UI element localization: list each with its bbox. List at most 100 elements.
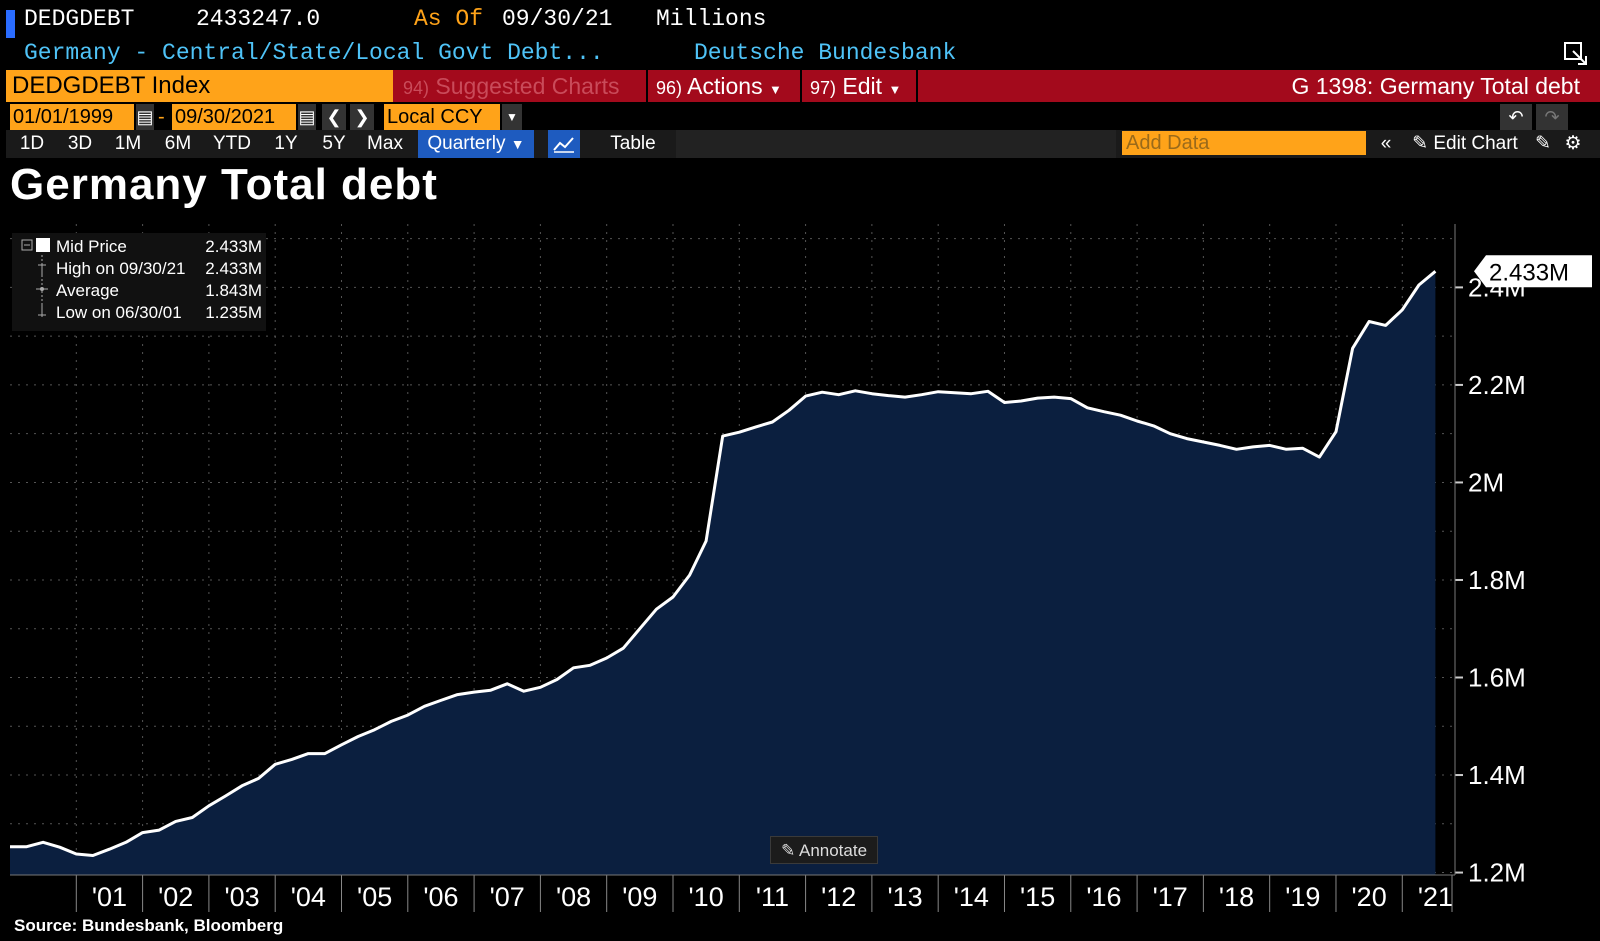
legend-label: Mid Price xyxy=(56,237,127,256)
legend-value: 2.433M xyxy=(205,259,262,278)
chevron-down-icon: ▼ xyxy=(510,136,525,152)
currency-select[interactable]: Local CCY xyxy=(384,104,500,130)
y-tick-label: 1.6M xyxy=(1468,663,1526,693)
period-1y[interactable]: 1Y xyxy=(274,133,298,154)
last-value-marker: 2.433M xyxy=(1474,255,1592,288)
calendar-icon[interactable]: ▤ xyxy=(136,104,154,130)
date-separator: - xyxy=(158,106,165,128)
legend-tree-icon xyxy=(21,238,50,319)
actions-num: 96) xyxy=(656,78,683,98)
pencil-icon: ✎ xyxy=(780,841,796,860)
x-tick-label: '20 xyxy=(1352,882,1387,912)
security-header: DEDGDEBT 2433247.0 As Of 09/30/21 Millio… xyxy=(0,4,1600,40)
x-tick-label: '07 xyxy=(490,882,525,912)
legend-value: 2.433M xyxy=(205,237,262,256)
period-1m[interactable]: 1M xyxy=(114,133,142,154)
legend-row-average: Average 1.843M xyxy=(12,281,266,302)
gear-icon[interactable]: ⚙ xyxy=(1564,133,1582,154)
toolbar-divider xyxy=(800,70,802,102)
actions-button[interactable]: 96) Actions ▼ xyxy=(656,70,796,102)
data-source-name: Deutsche Bundesbank xyxy=(694,40,957,66)
chevron-down-icon[interactable]: ▼ xyxy=(502,104,522,130)
edit-chart-icon[interactable]: ✎ xyxy=(1535,133,1551,154)
x-tick-label: '11 xyxy=(756,882,789,912)
legend-row-mid-price[interactable]: Mid Price 2.433M xyxy=(12,237,266,258)
suggested-label: Suggested Charts xyxy=(435,73,620,99)
security-description: Germany - Central/State/Local Govt Debt.… xyxy=(24,40,604,66)
units-label: Millions xyxy=(656,6,767,32)
x-tick-label: '10 xyxy=(689,882,724,912)
redo-icon[interactable]: ↷ xyxy=(1536,104,1568,130)
edit-num: 97) xyxy=(810,78,837,98)
chevron-down-icon: ▼ xyxy=(768,82,782,97)
x-tick-label: '14 xyxy=(954,882,989,912)
pencil-icon: ✎ xyxy=(1412,133,1429,154)
description-header: Germany - Central/State/Local Govt Debt.… xyxy=(0,40,1600,70)
x-tick-label: '01 xyxy=(92,882,127,912)
last-value-label: 2.433M xyxy=(1489,259,1569,286)
y-tick-label: 2.2M xyxy=(1468,370,1526,400)
annotate-button[interactable]: ✎ Annotate xyxy=(770,836,878,864)
collapse-icon[interactable]: « xyxy=(1380,133,1392,154)
x-tick-label: '03 xyxy=(224,882,259,912)
edit-label: Edit xyxy=(842,73,883,99)
frequency-label: Quarterly xyxy=(427,133,506,154)
chart-id-label: G 1398: Germany Total debt xyxy=(1291,73,1580,99)
legend-row-high: High on 09/30/21 2.433M xyxy=(12,259,266,280)
period-6m[interactable]: 6M xyxy=(164,133,192,154)
toolbar-divider xyxy=(916,70,918,102)
frequency-select[interactable]: Quarterly ▼ xyxy=(418,130,534,158)
period-1d[interactable]: 1D xyxy=(19,133,45,154)
x-tick-label: '04 xyxy=(291,882,326,912)
chevron-down-icon: ▼ xyxy=(888,82,902,97)
start-date-input[interactable]: 01/01/1999 xyxy=(10,104,134,130)
security-input[interactable]: DEDGDEBT Index xyxy=(6,70,393,102)
edit-chart-button[interactable]: ✎ Edit Chart xyxy=(1404,130,1526,158)
as-of-label: As Of xyxy=(414,6,484,32)
suggested-num: 94) xyxy=(403,78,430,98)
popout-icon[interactable] xyxy=(1562,40,1590,68)
x-tick-label: '02 xyxy=(158,882,193,912)
undo-icon[interactable]: ↶ xyxy=(1500,104,1532,130)
x-tick-label: '08 xyxy=(556,882,591,912)
as-of-date: 09/30/21 xyxy=(502,6,613,32)
period-5y[interactable]: 5Y xyxy=(322,133,346,154)
legend: Mid Price 2.433M High on 09/30/21 2.433M… xyxy=(12,233,266,331)
series-area xyxy=(10,271,1436,875)
x-tick-label: '13 xyxy=(887,882,922,912)
y-tick-label: 1.2M xyxy=(1468,858,1526,888)
x-tick-label: '15 xyxy=(1020,882,1055,912)
legend-label: High on 09/30/21 xyxy=(56,259,186,278)
x-tick-label: '05 xyxy=(357,882,392,912)
period-ytd[interactable]: YTD xyxy=(213,133,251,154)
x-axis: '01 '02 '03 '04 '05 '06 '07 '08 '09 '10 '11 '12 '13 '… xyxy=(75,875,1453,912)
series-line xyxy=(10,270,1437,857)
edit-button[interactable]: 97) Edit ▼ xyxy=(810,70,910,102)
add-data-input[interactable]: Add Data xyxy=(1122,131,1366,155)
period-max[interactable]: Max xyxy=(367,133,403,154)
x-tick-label: '21 xyxy=(1418,882,1453,912)
suggested-charts-button[interactable]: 94) Suggested Charts xyxy=(403,70,643,102)
line-chart-icon[interactable] xyxy=(548,130,580,158)
command-cursor xyxy=(6,10,15,38)
table-button[interactable]: Table xyxy=(610,133,656,154)
x-tick-label: '09 xyxy=(622,882,657,912)
prev-arrow-icon[interactable]: ❮ xyxy=(322,104,346,130)
toolbar-divider xyxy=(646,70,648,102)
last-value: 2433247.0 xyxy=(196,6,321,32)
legend-value: 1.843M xyxy=(205,281,262,300)
x-tick-label: '19 xyxy=(1285,882,1320,912)
end-date-input[interactable]: 09/30/2021 xyxy=(172,104,296,130)
period-filler xyxy=(676,130,1116,158)
period-3d[interactable]: 3D xyxy=(67,133,93,154)
x-tick-label: '18 xyxy=(1219,882,1254,912)
calendar-icon[interactable]: ▤ xyxy=(298,104,316,130)
x-tick-label: '12 xyxy=(821,882,856,912)
x-tick-label: '16 xyxy=(1086,882,1121,912)
next-arrow-icon[interactable]: ❯ xyxy=(350,104,374,130)
edit-chart-label: Edit Chart xyxy=(1433,133,1518,154)
y-tick-label: 2M xyxy=(1468,467,1504,497)
y-tick-label: 1.4M xyxy=(1468,760,1526,790)
annotate-label: Annotate xyxy=(798,841,868,860)
